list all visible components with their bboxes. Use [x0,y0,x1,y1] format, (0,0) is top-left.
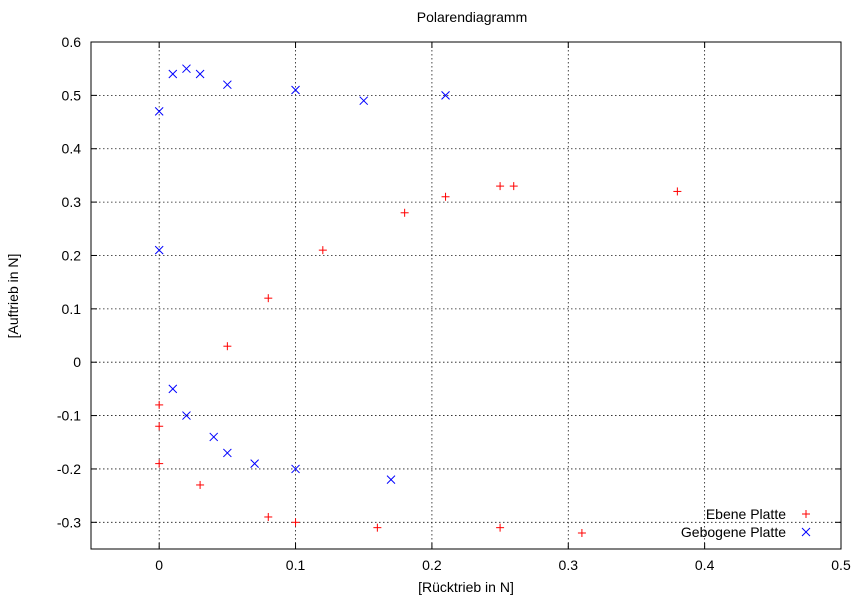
y-tick-label: 0.1 [62,301,82,317]
plot-area-frame [90,41,842,550]
data-point-plus [577,528,586,537]
y-tick-labels: -0.3 -0.2 -0.1 0 0.1 0.2 0.3 0.4 0.5 0.6 [57,34,81,530]
data-point-plus [291,518,300,527]
legend-marker-plus [802,510,810,518]
legend-marker-cross [801,527,811,537]
x-tick-label: 0 [155,557,163,573]
data-point-plus [496,523,505,532]
y-tick-label: 0.5 [62,87,82,103]
data-point-plus [318,246,327,255]
data-point-plus [673,187,682,196]
data-point-cross [182,411,191,420]
data-point-cross [223,80,232,90]
data-point-cross [441,91,450,100]
data-point-cross [386,475,396,484]
x-tick-labels: 0 0.1 0.2 0.3 0.4 0.5 [155,557,851,573]
data-point-cross [291,464,300,474]
x-tick-label: 0.3 [559,557,579,573]
y-axis-label: [Auftrieb in N] [5,254,21,339]
data-point-cross [168,384,178,394]
x-tick-label: 0.1 [286,557,306,573]
legend-label: Gebogene Platte [681,524,786,540]
legend: Ebene Platte Gebogene Platte [681,506,811,540]
series-2 [154,64,450,484]
data-point-plus [196,480,205,489]
y-tick-label: 0.6 [62,34,82,50]
data-point-plus [509,182,518,191]
data-point-cross [250,459,259,468]
data-point-cross [168,69,178,79]
axis-ticks [91,41,842,549]
data-point-cross [154,107,164,116]
data-point-cross [223,448,232,458]
data-point-plus [155,422,164,431]
data-point-cross [182,64,191,74]
data-point-plus [264,294,273,303]
data-point-cross [154,245,164,255]
data-point-cross [291,85,300,95]
grid [91,42,841,549]
data-point-plus [264,512,273,521]
data-point-cross [209,432,219,442]
data-series [154,64,682,537]
x-tick-label: 0.5 [831,557,851,573]
series-1 [155,182,682,537]
y-tick-label: -0.1 [57,408,81,424]
y-tick-label: 0.2 [62,247,82,263]
data-point-plus [373,523,382,532]
data-point-cross [359,96,369,106]
x-axis-label: [Rücktrieb in N] [418,579,514,595]
data-point-plus [155,400,164,409]
data-point-cross [195,69,205,79]
y-tick-label: 0 [73,354,81,370]
y-tick-label: -0.2 [57,461,81,477]
data-point-plus [155,459,164,468]
x-tick-label: 0.4 [695,557,715,573]
data-point-plus [223,342,232,351]
y-tick-label: -0.3 [57,514,81,530]
y-tick-label: 0.4 [62,141,82,157]
data-point-plus [400,208,409,217]
chart-title: Polarendiagramm [417,9,528,25]
data-point-plus [441,192,450,201]
data-point-plus [496,182,505,191]
x-tick-label: 0.2 [422,557,442,573]
y-tick-label: 0.3 [62,194,82,210]
legend-label: Ebene Platte [706,506,786,522]
